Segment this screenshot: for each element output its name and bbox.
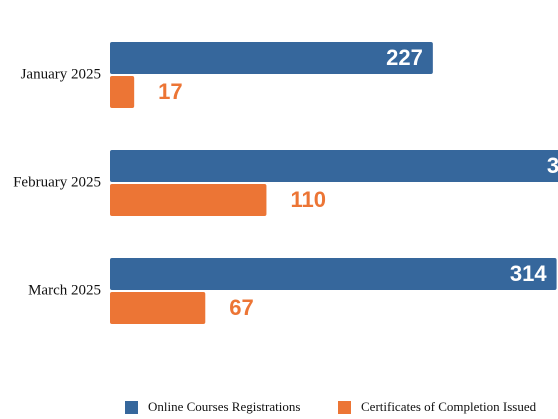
category-label: March 2025 [28, 282, 101, 298]
value-label: 314 [510, 261, 547, 286]
value-label: 67 [229, 295, 253, 320]
category-label: January 2025 [21, 66, 101, 82]
bar [110, 184, 267, 216]
bar [110, 258, 557, 290]
bar [110, 292, 206, 324]
value-label: 110 [290, 187, 326, 212]
category-label: February 2025 [13, 174, 101, 190]
value-label: 17 [158, 79, 182, 104]
legend-label: Online Courses Registrations [148, 399, 300, 414]
bar [110, 76, 135, 108]
legend-label: Certificates of Completion Issued [361, 399, 537, 414]
bar [110, 42, 433, 74]
legend-swatch [338, 401, 351, 414]
legend-swatch [125, 401, 138, 414]
value-label: 340 [547, 153, 558, 178]
value-label: 227 [386, 45, 423, 70]
bar [110, 150, 558, 182]
